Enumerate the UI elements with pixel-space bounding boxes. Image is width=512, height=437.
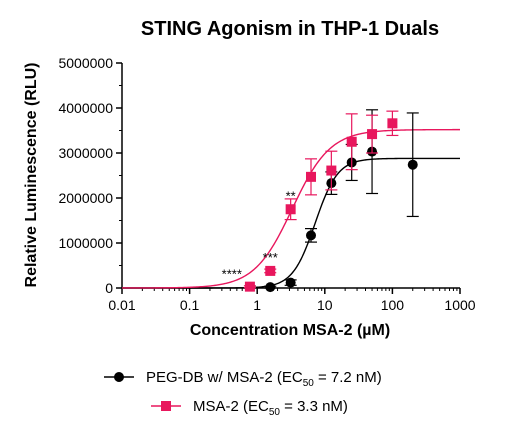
data-point-1	[367, 129, 378, 140]
y-tick-label: 1000000	[58, 235, 113, 251]
x-tick-label: 1000	[444, 297, 475, 313]
data-point-1	[306, 171, 317, 182]
legend-label-msa-2: MSA-2 (EC50 = 3.3 nM)	[193, 398, 348, 418]
data-points	[243, 109, 419, 293]
axes: 0 1000000 2000000 3000000 4000000 5000000 0.01…	[58, 55, 475, 313]
x-axis-title: Concentration MSA-2 (µM)	[190, 322, 390, 339]
y-axis-title: Relative Luminescence (RLU)	[23, 63, 40, 288]
significance-annotations: *********	[222, 188, 296, 281]
y-tick-label: 5000000	[58, 55, 113, 71]
x-tick-label: 100	[381, 297, 405, 313]
data-point-0	[285, 277, 296, 288]
data-point-1	[387, 118, 398, 129]
significance-label: ***	[263, 250, 278, 265]
x-tick-label: 1	[253, 297, 261, 313]
chart-title: STING Agonism in THP-1 Duals	[141, 18, 439, 40]
legend-item-msa-2: MSA-2 (EC50 = 3.3 nM)	[151, 398, 348, 418]
significance-label: ****	[222, 267, 242, 282]
data-point-0	[265, 282, 276, 293]
x-tick-label: 0.01	[108, 297, 135, 313]
legend-marker-peg-db	[114, 372, 124, 382]
data-point-1	[326, 165, 337, 176]
data-point-1	[285, 204, 296, 215]
significance-label: **	[286, 188, 296, 203]
data-point-1	[244, 281, 255, 292]
data-point-1	[346, 136, 357, 147]
legend-item-peg-db: PEG-DB w/ MSA-2 (EC50 = 7.2 nM)	[104, 369, 382, 389]
fit-curve-0	[122, 157, 460, 289]
data-point-0	[306, 230, 317, 241]
y-tick-label: 0	[105, 280, 113, 296]
y-tick-label: 4000000	[58, 100, 113, 116]
x-tick-label: 0.1	[180, 297, 200, 313]
legend-marker-msa-2	[161, 401, 171, 411]
x-tick-label: 10	[317, 297, 333, 313]
y-tick-label: 3000000	[58, 145, 113, 161]
data-point-0	[407, 159, 418, 170]
legend: PEG-DB w/ MSA-2 (EC50 = 7.2 nM) MSA-2 (E…	[104, 369, 382, 418]
y-tick-label: 2000000	[58, 190, 113, 206]
data-point-1	[265, 265, 276, 276]
legend-label-peg-db: PEG-DB w/ MSA-2 (EC50 = 7.2 nM)	[146, 369, 382, 389]
